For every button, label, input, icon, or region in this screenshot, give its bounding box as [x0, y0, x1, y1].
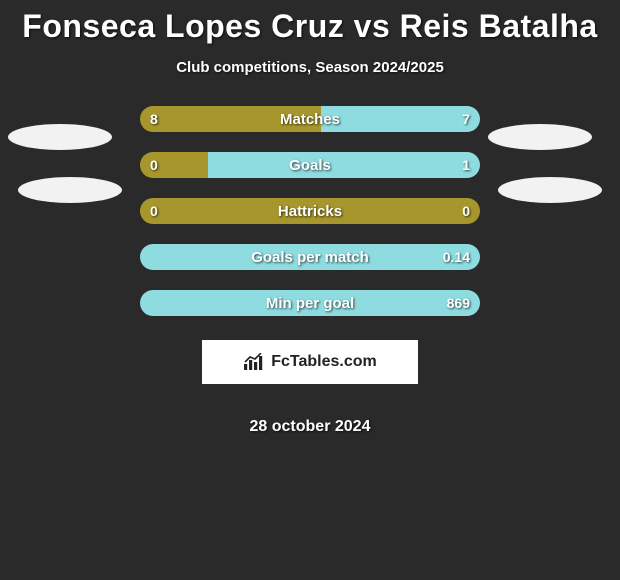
- stat-row: Hattricks00: [140, 198, 480, 224]
- date-text: 28 october 2024: [250, 418, 371, 436]
- stat-row: Min per goal869: [140, 290, 480, 316]
- comparison-content: Matches87 Goals01 Hattricks00 Goals per mat…: [0, 106, 620, 436]
- bar-right: [140, 290, 480, 316]
- page-title: Fonseca Lopes Cruz vs Reis Batalha: [0, 0, 620, 45]
- bar-left: [140, 152, 208, 178]
- stat-row: Goals01: [140, 152, 480, 178]
- logo-text: FcTables.com: [271, 353, 377, 371]
- page-subtitle: Club competitions, Season 2024/2025: [0, 59, 620, 76]
- bar-right: [321, 106, 480, 132]
- logo-box: FcTables.com: [202, 340, 418, 384]
- bar-right: [140, 244, 480, 270]
- chart-icon: [243, 353, 265, 371]
- bar-left: [140, 198, 480, 224]
- stat-rows: Matches87 Goals01 Hattricks00 Goals per mat…: [140, 106, 480, 316]
- bar-left: [140, 106, 321, 132]
- stat-row: Matches87: [140, 106, 480, 132]
- bar-right: [208, 152, 480, 178]
- stat-row: Goals per match0.14: [140, 244, 480, 270]
